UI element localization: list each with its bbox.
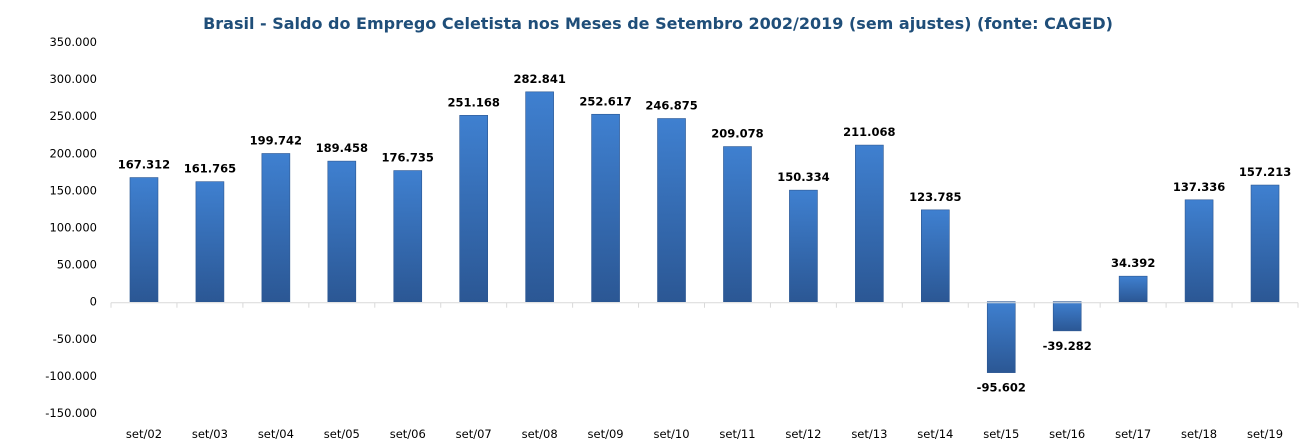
- x-tick-label: set/05: [324, 427, 360, 441]
- data-label: 150.334: [777, 170, 829, 184]
- x-tick-label: set/15: [983, 427, 1019, 441]
- x-tick-label: set/06: [390, 427, 426, 441]
- bar: [393, 170, 423, 303]
- y-axis: 350.000 300.000 250.000 200.000 150.000 100.0…: [45, 35, 97, 420]
- bar: [195, 181, 225, 302]
- bar: [723, 146, 752, 302]
- x-tick-label: set/14: [917, 427, 953, 441]
- bar: [657, 118, 686, 302]
- x-tick-label: set/02: [126, 427, 162, 441]
- x-tick-label: set/16: [1049, 427, 1085, 441]
- y-tick-label: 200.000: [49, 146, 97, 160]
- y-tick-label: 100.000: [49, 221, 97, 235]
- bar: [986, 301, 1016, 373]
- y-tick-label: -50.000: [53, 332, 97, 346]
- data-label: -95.602: [977, 381, 1026, 395]
- y-tick-label: -150.000: [45, 406, 97, 420]
- bar: [459, 115, 488, 302]
- x-axis: set/02 set/03 set/04 set/05 set/06 set/07 set/…: [110, 302, 1299, 441]
- chart-title: Brasil - Saldo do Emprego Celetista nos …: [203, 14, 1113, 33]
- data-label: 209.078: [711, 127, 763, 141]
- data-label: 34.392: [1111, 256, 1155, 270]
- bars: 167.312 161.765 199.742 189.458 176.735 251.1…: [118, 72, 1291, 395]
- data-label: 252.617: [579, 94, 631, 108]
- bar: [525, 91, 554, 303]
- x-tick-label: set/03: [192, 427, 228, 441]
- bar: [921, 209, 950, 303]
- y-tick-label: -100.000: [45, 369, 97, 383]
- y-tick-label: 350.000: [49, 35, 97, 49]
- x-tick-label: set/08: [522, 427, 558, 441]
- bar: [855, 144, 884, 302]
- x-tick-label: set/09: [588, 427, 624, 441]
- x-tick-label: set/12: [785, 427, 821, 441]
- x-tick-label: set/11: [719, 427, 755, 441]
- bar: [129, 177, 159, 302]
- bar: [1184, 199, 1214, 303]
- data-label: 189.458: [316, 141, 368, 155]
- bar: [789, 189, 818, 303]
- data-label: 167.312: [118, 158, 170, 172]
- data-label: 246.875: [645, 99, 697, 113]
- y-tick-label: 50.000: [57, 258, 97, 272]
- bar: [1118, 275, 1148, 302]
- data-label: 282.841: [513, 72, 565, 86]
- x-tick-label: set/07: [456, 427, 492, 441]
- data-label: 251.168: [447, 95, 499, 109]
- y-tick-label: 150.000: [49, 183, 97, 197]
- x-tick-label: set/10: [653, 427, 689, 441]
- bar: [591, 113, 620, 303]
- data-label: 123.785: [909, 190, 961, 204]
- bar: [327, 160, 357, 302]
- data-label: 137.336: [1173, 180, 1225, 194]
- bar: [261, 153, 291, 302]
- x-tick-label: set/19: [1247, 427, 1283, 441]
- x-tick-label: set/13: [851, 427, 887, 441]
- y-tick-label: 250.000: [49, 109, 97, 123]
- bar: [1250, 184, 1280, 303]
- x-tick-label: set/18: [1181, 427, 1217, 441]
- data-label: 157.213: [1239, 165, 1291, 179]
- data-label: 211.068: [843, 125, 895, 139]
- data-label: 176.735: [382, 151, 434, 165]
- x-tick-label: set/04: [258, 427, 294, 441]
- data-label: 161.765: [184, 162, 236, 176]
- y-tick-label: 300.000: [49, 72, 97, 86]
- data-label: 199.742: [250, 133, 302, 147]
- y-tick-label: 0: [90, 295, 97, 309]
- x-tick-label: set/17: [1115, 427, 1151, 441]
- data-label: -39.282: [1043, 339, 1092, 353]
- bar: [1052, 301, 1082, 332]
